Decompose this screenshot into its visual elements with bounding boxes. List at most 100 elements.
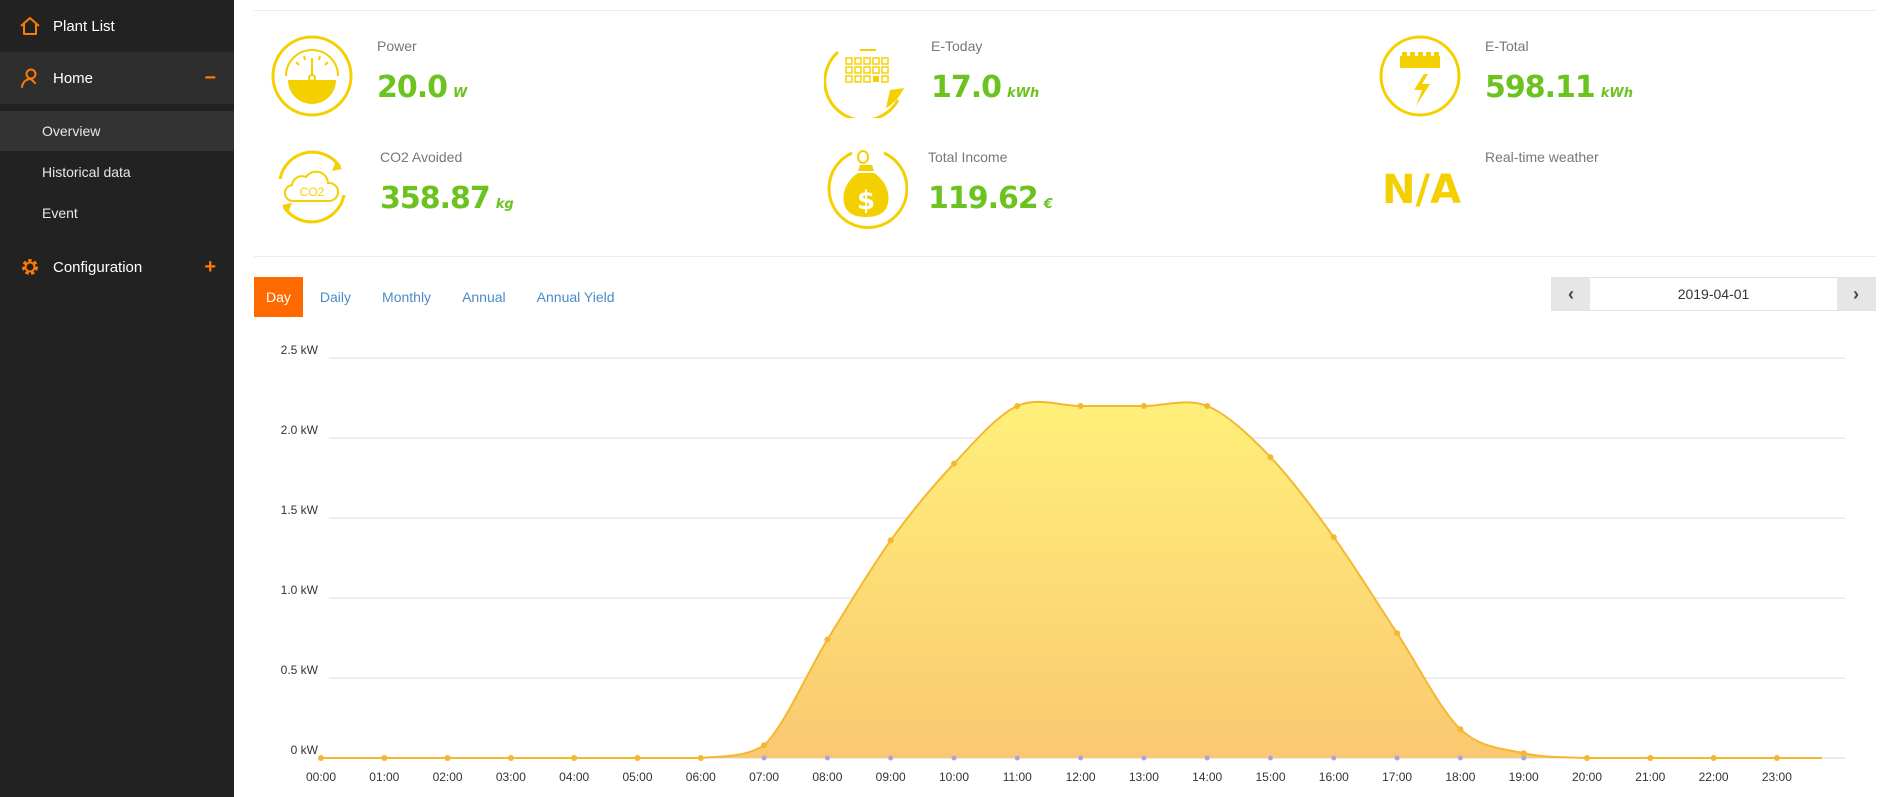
x-tick-label: 08:00 bbox=[812, 770, 842, 784]
x-tick-label: 04:00 bbox=[559, 770, 589, 784]
nav-home[interactable]: Home − bbox=[0, 52, 234, 104]
x-tick-label: 20:00 bbox=[1572, 770, 1602, 784]
data-point bbox=[1204, 403, 1211, 409]
stat-e-today-label: E-Today bbox=[931, 38, 983, 54]
nav-historical-data[interactable]: Historical data bbox=[42, 164, 131, 180]
y-tick-label: 2.5 kW bbox=[281, 343, 319, 357]
data-point bbox=[444, 755, 451, 761]
data-point bbox=[1267, 454, 1274, 461]
baseline-point bbox=[1204, 755, 1210, 761]
baseline-point bbox=[1331, 755, 1337, 761]
tab-day[interactable]: Day bbox=[254, 277, 303, 317]
x-tick-label: 23:00 bbox=[1762, 770, 1792, 784]
x-tick-label: 16:00 bbox=[1319, 770, 1349, 784]
divider bbox=[254, 256, 1876, 257]
stat-income-label: Total Income bbox=[928, 149, 1008, 165]
weather-value: N/A bbox=[1382, 167, 1462, 213]
stat-weather-label: Real-time weather bbox=[1485, 149, 1599, 165]
expand-icon[interactable]: + bbox=[204, 256, 216, 278]
x-tick-label: 22:00 bbox=[1699, 770, 1729, 784]
data-point bbox=[1647, 755, 1654, 761]
x-tick-label: 03:00 bbox=[496, 770, 526, 784]
gauge-icon bbox=[271, 35, 353, 117]
stat-co2-label: CO2 Avoided bbox=[380, 149, 463, 165]
stat-power-label: Power bbox=[377, 38, 417, 54]
svg-text:CO2: CO2 bbox=[300, 185, 325, 199]
house-icon bbox=[18, 14, 42, 38]
nav-configuration[interactable]: Configuration + bbox=[0, 241, 234, 293]
x-axis: 00:00 01:00 02:00 03:00 04:00 05:00 06:00 07:00… bbox=[306, 770, 1792, 784]
money-bag-icon: $ bbox=[827, 150, 908, 229]
x-tick-label: 17:00 bbox=[1382, 770, 1412, 784]
y-tick-label: 1.0 kW bbox=[281, 583, 319, 597]
baseline-point bbox=[1014, 755, 1020, 761]
nav-plant-list[interactable]: Plant List bbox=[0, 0, 234, 52]
data-point bbox=[1520, 750, 1527, 757]
chevron-right-icon[interactable]: › bbox=[1837, 278, 1875, 310]
nav-home-label: Home bbox=[53, 69, 94, 87]
x-tick-label: 21:00 bbox=[1635, 770, 1665, 784]
y-tick-label: 0 kW bbox=[291, 743, 319, 757]
baseline-point bbox=[1394, 755, 1400, 761]
sidebar: Plant List Home − Overview Historical da… bbox=[0, 0, 234, 797]
tab-annual-yield[interactable]: Annual Yield bbox=[536, 289, 615, 305]
data-point bbox=[571, 755, 578, 761]
y-axis: 0 kW 0.5 kW 1.0 kW 1.5 kW 2.0 kW 2.5 kW bbox=[281, 343, 319, 757]
nav-overview[interactable]: Overview bbox=[0, 111, 234, 151]
svg-text:$: $ bbox=[857, 186, 875, 216]
battery-bolt-icon bbox=[1379, 35, 1461, 117]
data-point bbox=[761, 742, 768, 749]
stat-income-value: 119.62 € bbox=[928, 181, 1053, 216]
data-point bbox=[318, 755, 324, 761]
tab-daily[interactable]: Daily bbox=[319, 289, 352, 305]
x-tick-label: 14:00 bbox=[1192, 770, 1222, 784]
data-point bbox=[381, 755, 388, 761]
stat-e-total-value: 598.11 kWh bbox=[1485, 70, 1634, 105]
baseline-point bbox=[888, 755, 894, 761]
data-point bbox=[887, 537, 894, 544]
stat-e-today-value: 17.0 kWh bbox=[931, 70, 1040, 105]
x-tick-label: 13:00 bbox=[1129, 770, 1159, 784]
data-point bbox=[1140, 403, 1147, 409]
main-content: Power 20.0 W E-Today 17.0 kWh E-Total 598.… bbox=[234, 0, 1896, 797]
baseline-point bbox=[1521, 755, 1527, 761]
series-area bbox=[321, 401, 1822, 758]
calendar-icon bbox=[824, 49, 904, 118]
baseline-point bbox=[761, 755, 767, 761]
collapse-icon[interactable]: − bbox=[204, 67, 216, 89]
chevron-left-icon[interactable]: ‹ bbox=[1552, 278, 1590, 310]
x-tick-label: 07:00 bbox=[749, 770, 779, 784]
nav-configuration-label: Configuration bbox=[53, 258, 143, 276]
stat-co2-value: 358.87 kg bbox=[380, 181, 514, 216]
tab-annual[interactable]: Annual bbox=[462, 289, 506, 305]
x-tick-label: 00:00 bbox=[306, 770, 336, 784]
y-tick-label: 1.5 kW bbox=[281, 503, 319, 517]
data-point bbox=[507, 755, 514, 761]
gear-icon bbox=[18, 255, 42, 279]
data-point bbox=[1584, 755, 1590, 761]
co2-cloud-icon: CO2 bbox=[278, 150, 346, 224]
baseline-point bbox=[1078, 755, 1084, 761]
data-point bbox=[634, 755, 641, 761]
series-line bbox=[321, 400, 1822, 759]
x-tick-label: 12:00 bbox=[1066, 770, 1096, 784]
x-tick-label: 06:00 bbox=[686, 770, 716, 784]
nav-event[interactable]: Event bbox=[42, 205, 78, 221]
nav-plant-list-label: Plant List bbox=[53, 17, 115, 35]
x-tick-label: 05:00 bbox=[622, 770, 652, 784]
data-point bbox=[951, 460, 957, 467]
data-point bbox=[1077, 403, 1084, 409]
baseline-point bbox=[824, 755, 830, 761]
user-icon bbox=[18, 66, 42, 90]
x-tick-label: 01:00 bbox=[369, 770, 399, 784]
data-point bbox=[824, 636, 831, 643]
stat-power-value: 20.0 W bbox=[377, 70, 468, 105]
date-display[interactable]: 2019-04-01 bbox=[1677, 286, 1750, 302]
x-tick-label: 15:00 bbox=[1255, 770, 1285, 784]
baseline-point bbox=[1457, 755, 1463, 761]
tab-monthly[interactable]: Monthly bbox=[382, 289, 432, 305]
y-tick-label: 0.5 kW bbox=[281, 663, 319, 677]
baseline-point bbox=[1141, 755, 1147, 761]
divider bbox=[254, 10, 1876, 11]
x-tick-label: 02:00 bbox=[433, 770, 463, 784]
